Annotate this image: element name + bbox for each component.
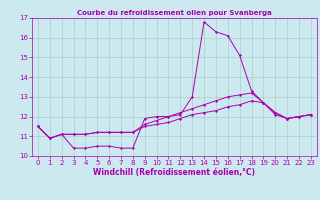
X-axis label: Windchill (Refroidissement éolien,°C): Windchill (Refroidissement éolien,°C): [93, 168, 255, 177]
Title: Courbe du refroidissement olien pour Svanberga: Courbe du refroidissement olien pour Sva…: [77, 10, 272, 16]
